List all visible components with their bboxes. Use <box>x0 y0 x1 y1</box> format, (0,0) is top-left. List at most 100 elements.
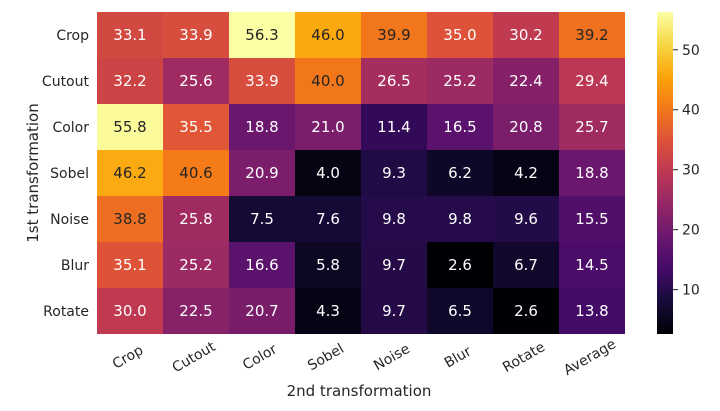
cell-value-label: 14.5 <box>575 256 608 274</box>
cell-value-label: 56.3 <box>245 26 278 44</box>
heatmap-cell <box>427 150 493 196</box>
heatmap-cell <box>427 196 493 242</box>
x-tick-label: Cutout <box>170 339 219 377</box>
heatmap-cell <box>559 288 625 334</box>
heatmap-cell <box>295 150 361 196</box>
cell-value-label: 4.3 <box>316 302 340 320</box>
cell-value-label: 11.4 <box>377 118 410 136</box>
heatmap-cell <box>229 104 295 150</box>
y-tick-label: Sobel <box>50 166 89 182</box>
heatmap-cell <box>493 58 559 104</box>
x-tick-label: Crop <box>110 342 146 372</box>
cell-value-label: 25.2 <box>443 72 476 90</box>
heatmap-cell <box>295 58 361 104</box>
heatmap-cell <box>427 288 493 334</box>
cell-value-label: 33.1 <box>113 26 146 44</box>
cell-value-label: 55.8 <box>113 118 146 136</box>
colorbar <box>657 12 673 334</box>
cell-value-label: 7.5 <box>250 210 274 228</box>
cell-value-label: 29.4 <box>575 72 608 90</box>
cell-value-label: 35.5 <box>179 118 212 136</box>
heatmap-cell <box>97 150 163 196</box>
heatmap-cell <box>427 104 493 150</box>
cell-value-label: 13.8 <box>575 302 608 320</box>
cell-value-label: 40.6 <box>179 164 212 182</box>
heatmap-cell <box>559 58 625 104</box>
heatmap-cell <box>97 12 163 58</box>
heatmap-cell <box>559 242 625 288</box>
cell-value-label: 18.8 <box>245 118 278 136</box>
heatmap-cell <box>97 104 163 150</box>
y-tick-label: Rotate <box>43 304 89 320</box>
heatmap-cells <box>97 12 625 334</box>
cell-value-label: 6.5 <box>448 302 472 320</box>
cell-value-label: 15.5 <box>575 210 608 228</box>
heatmap-cell <box>361 196 427 242</box>
colorbar-tick-label: 20 <box>682 223 700 239</box>
x-tick-label: Color <box>240 341 280 373</box>
heatmap-cell <box>361 242 427 288</box>
cell-value-label: 46.0 <box>311 26 344 44</box>
cell-value-label: 9.3 <box>382 164 406 182</box>
cell-value-label: 7.6 <box>316 210 340 228</box>
heatmap-cell <box>163 242 229 288</box>
cell-value-label: 40.0 <box>311 72 344 90</box>
cell-value-label: 16.6 <box>245 256 278 274</box>
x-tick-label: Sobel <box>305 341 347 374</box>
heatmap-cell <box>229 242 295 288</box>
colorbar-tick-label: 10 <box>682 283 700 299</box>
x-tick-label: Blur <box>442 343 475 371</box>
cell-value-labels: 33.1 33.9 56.3 46.0 39.9 35.0 30.2 39.2 32.2 25.6… <box>113 26 608 320</box>
heatmap-cell <box>163 288 229 334</box>
cell-value-label: 4.0 <box>316 164 340 182</box>
heatmap-cell <box>361 12 427 58</box>
cell-value-label: 35.1 <box>113 256 146 274</box>
heatmap-cell <box>295 242 361 288</box>
x-tick-label: Noise <box>371 341 413 374</box>
cell-value-label: 5.8 <box>316 256 340 274</box>
cell-value-label: 33.9 <box>179 26 212 44</box>
cell-value-label: 2.6 <box>448 256 472 274</box>
heatmap-cell <box>493 196 559 242</box>
heatmap-cell <box>361 288 427 334</box>
colorbar-tick-label: 30 <box>682 163 700 179</box>
cell-value-label: 20.8 <box>509 118 542 136</box>
cell-value-label: 38.8 <box>113 210 146 228</box>
heatmap-cell <box>559 150 625 196</box>
cell-value-label: 39.9 <box>377 26 410 44</box>
y-axis-tick-labels: Crop Cutout Color Sobel Noise Blur Rotate <box>42 28 90 320</box>
x-axis-label: 2nd transformation <box>287 382 432 400</box>
colorbar-tick-label: 50 <box>682 43 700 59</box>
heatmap-cell <box>97 196 163 242</box>
heatmap-cell <box>493 104 559 150</box>
heatmap-cell <box>427 12 493 58</box>
heatmap-cell <box>493 150 559 196</box>
heatmap-cell <box>493 12 559 58</box>
y-tick-label: Noise <box>50 212 89 228</box>
heatmap-cell <box>493 242 559 288</box>
cell-value-label: 35.0 <box>443 26 476 44</box>
cell-value-label: 39.2 <box>575 26 608 44</box>
heatmap-cell <box>295 288 361 334</box>
cell-value-label: 16.5 <box>443 118 476 136</box>
y-tick-label: Blur <box>61 258 89 274</box>
cell-value-label: 21.0 <box>311 118 344 136</box>
cell-value-label: 6.7 <box>514 256 538 274</box>
heatmap-cell <box>229 196 295 242</box>
heatmap-cell <box>559 12 625 58</box>
heatmap-cell <box>295 104 361 150</box>
cell-value-label: 30.0 <box>113 302 146 320</box>
colorbar-ticks: 10 20 30 40 50 <box>673 43 700 299</box>
cell-value-label: 25.6 <box>179 72 212 90</box>
cell-value-label: 33.9 <box>245 72 278 90</box>
heatmap-cell <box>229 150 295 196</box>
cell-value-label: 9.7 <box>382 302 406 320</box>
heatmap-cell <box>361 58 427 104</box>
heatmap-cell <box>163 150 229 196</box>
colorbar-tick-label: 40 <box>682 103 700 119</box>
heatmap-cell <box>361 104 427 150</box>
heatmap-cell <box>229 58 295 104</box>
cell-value-label: 9.7 <box>382 256 406 274</box>
y-tick-label: Color <box>52 120 89 136</box>
